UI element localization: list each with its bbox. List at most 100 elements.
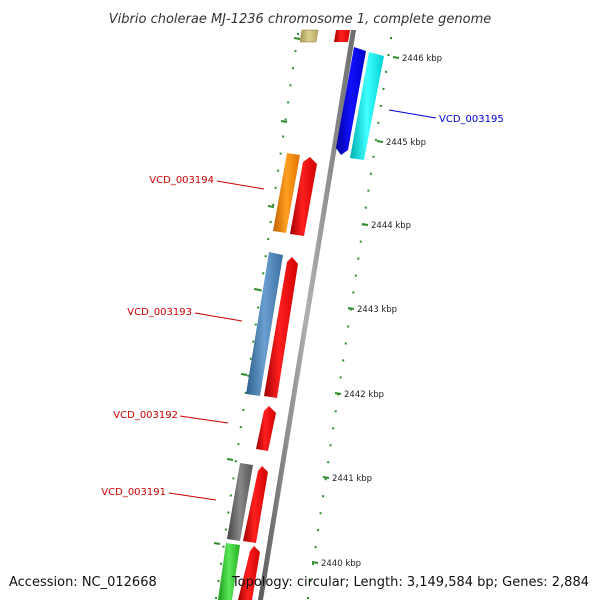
tick-dot bbox=[344, 342, 347, 345]
tick-label-2443: 2443 kbp bbox=[357, 305, 397, 315]
tick-dot bbox=[269, 221, 272, 223]
tick-dot bbox=[359, 240, 362, 243]
tick-dot bbox=[354, 274, 357, 277]
tick-dot bbox=[289, 84, 292, 87]
gene-vcd-003195-cyan bbox=[350, 52, 384, 160]
major-tick bbox=[361, 223, 369, 226]
tick-dot bbox=[239, 426, 242, 429]
tick-marks bbox=[213, 37, 400, 564]
tick-dot bbox=[364, 206, 367, 209]
tick-labels: 2446 kbp 2445 kbp 2444 kbp 2443 kbp 2442… bbox=[321, 54, 442, 569]
tick-dot bbox=[272, 203, 275, 206]
gene-vcd-003194-red bbox=[290, 157, 317, 236]
leader-vcd-003192 bbox=[179, 415, 229, 424]
tick-dot bbox=[264, 255, 267, 258]
gene-label-vcd-003193: VCD_003193 bbox=[127, 307, 192, 318]
tick-dot bbox=[357, 257, 360, 260]
tick-dot bbox=[237, 443, 240, 446]
leader-vcd-003194 bbox=[216, 180, 265, 190]
tick-dot bbox=[294, 50, 297, 53]
tick-dot bbox=[297, 33, 299, 35]
tick-dot bbox=[279, 152, 282, 155]
tick-dot bbox=[257, 306, 260, 309]
map-title: Vibrio cholerae MJ-1236 chromosome 1, co… bbox=[109, 12, 491, 27]
tick-dot bbox=[327, 461, 330, 464]
tick-dot bbox=[324, 478, 327, 481]
tick-dot bbox=[349, 308, 352, 311]
tick-dot bbox=[319, 512, 322, 515]
tick-dot bbox=[382, 87, 385, 90]
major-tick bbox=[253, 288, 261, 291]
major-tick bbox=[311, 561, 319, 564]
tick-dot bbox=[287, 101, 290, 104]
gene-vcd-003191-red bbox=[243, 466, 268, 543]
genome-backbone bbox=[258, 30, 356, 600]
tick-dot bbox=[374, 138, 377, 141]
tick-label-2444: 2444 kbp bbox=[371, 221, 411, 231]
gene-features bbox=[218, 29, 384, 600]
major-tick bbox=[240, 373, 248, 376]
tick-dot bbox=[282, 135, 285, 138]
tick-dot bbox=[377, 121, 380, 124]
tick-dot bbox=[339, 376, 342, 379]
tick-dot bbox=[292, 67, 294, 70]
tick-dot bbox=[229, 494, 232, 497]
tick-dot bbox=[379, 104, 382, 107]
tick-dot bbox=[224, 528, 227, 531]
tick-dot bbox=[385, 70, 387, 73]
tick-dot bbox=[252, 340, 255, 343]
leader-vcd-003191 bbox=[168, 492, 217, 501]
gene-vcd-003195-blue bbox=[336, 47, 366, 155]
gene-vcd-003192-red bbox=[256, 406, 276, 451]
gene-vcd-003191-gray bbox=[227, 463, 253, 541]
tick-label-2446: 2446 kbp bbox=[402, 54, 442, 64]
major-tick bbox=[267, 205, 275, 208]
major-tick bbox=[334, 392, 342, 395]
tick-label-2442: 2442 kbp bbox=[344, 390, 384, 400]
gene-label-vcd-003191: VCD_003191 bbox=[101, 487, 166, 498]
tick-dot bbox=[215, 597, 217, 599]
tick-dot bbox=[247, 374, 250, 377]
gene-red-bottom bbox=[238, 546, 260, 600]
tick-dot bbox=[222, 545, 225, 548]
tick-dot bbox=[347, 325, 350, 328]
gene-olive-top bbox=[299, 29, 319, 43]
tick-dot bbox=[329, 444, 332, 447]
tick-dot bbox=[322, 495, 325, 498]
tick-dot bbox=[352, 291, 355, 294]
tick-dot bbox=[309, 580, 312, 582]
tick-dot bbox=[244, 391, 247, 394]
tick-label-2441: 2441 kbp bbox=[332, 474, 372, 484]
gene-labels: VCD_003195 VCD_003194 VCD_003193 VCD_003… bbox=[101, 114, 503, 498]
tick-dot bbox=[312, 563, 314, 566]
tick-dot bbox=[274, 186, 277, 189]
major-tick bbox=[226, 458, 234, 461]
tick-dot bbox=[249, 357, 252, 360]
tick-dot bbox=[232, 477, 235, 480]
tick-dot bbox=[369, 172, 372, 175]
major-tick bbox=[293, 37, 301, 40]
gene-green-bottom bbox=[218, 543, 240, 600]
tick-dot bbox=[342, 359, 345, 362]
gene-label-lines bbox=[168, 109, 437, 501]
major-tick bbox=[376, 140, 384, 143]
tick-dot bbox=[217, 579, 220, 582]
tick-dot bbox=[242, 409, 245, 411]
major-tick bbox=[280, 120, 288, 123]
tick-dot bbox=[220, 562, 222, 565]
tick-dot bbox=[334, 410, 337, 413]
tick-dots-outer bbox=[215, 33, 299, 599]
tick-dot bbox=[307, 597, 309, 599]
tick-dot bbox=[259, 289, 262, 292]
tick-dot bbox=[234, 460, 237, 463]
genome-summary-text: Topology: circular; Length: 3,149,584 bp… bbox=[231, 575, 589, 590]
tick-dot bbox=[314, 546, 317, 549]
tick-dot bbox=[284, 118, 287, 121]
tick-dots-inner bbox=[307, 37, 392, 599]
tick-dot bbox=[267, 238, 270, 241]
gene-vcd-003193-red bbox=[264, 257, 298, 398]
tick-dot bbox=[387, 54, 390, 56]
tick-dot bbox=[367, 189, 370, 192]
major-tick bbox=[213, 542, 221, 545]
